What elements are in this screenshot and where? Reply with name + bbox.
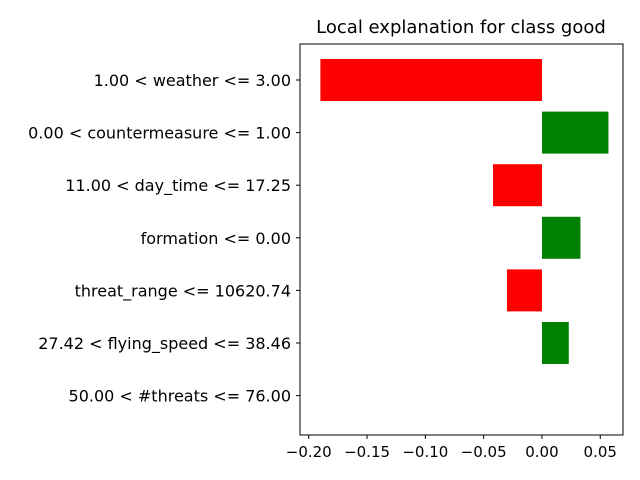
- bar-0: [320, 59, 542, 101]
- category-label: 50.00 < #threats <= 76.00: [69, 387, 291, 406]
- bars-group: [320, 59, 609, 364]
- axes-frame: [299, 43, 624, 436]
- category-labels: 1.00 < weather <= 3.00 0.00 < countermeas…: [28, 71, 300, 406]
- category-label: 0.00 < countermeasure <= 1.00: [28, 124, 291, 143]
- x-tick-label: −0.05: [461, 443, 507, 461]
- chart-title: Local explanation for class good: [316, 17, 606, 38]
- category-label: formation <= 0.00: [141, 229, 291, 248]
- bar-3: [541, 216, 581, 259]
- x-tick-label: −0.15: [344, 443, 390, 461]
- x-tick-label: 0.00: [525, 443, 558, 461]
- category-label: 27.42 < flying_speed <= 38.46: [38, 334, 291, 354]
- bar-2: [492, 164, 542, 207]
- category-label: 11.00 < day_time <= 17.25: [65, 176, 291, 196]
- bar-5: [541, 322, 569, 364]
- x-tick-label: 0.05: [584, 443, 617, 461]
- bar-1: [541, 111, 609, 154]
- category-label: threat_range <= 10620.74: [75, 281, 291, 301]
- plot-frame: [299, 43, 624, 436]
- x-axis-ticks: −0.20 −0.15 −0.10 −0.05 0.00 0.05: [286, 435, 617, 461]
- bar-4: [506, 269, 542, 312]
- x-tick-label: −0.20: [286, 443, 332, 461]
- x-tick-label: −0.10: [402, 443, 448, 461]
- category-label: 1.00 < weather <= 3.00: [94, 71, 291, 90]
